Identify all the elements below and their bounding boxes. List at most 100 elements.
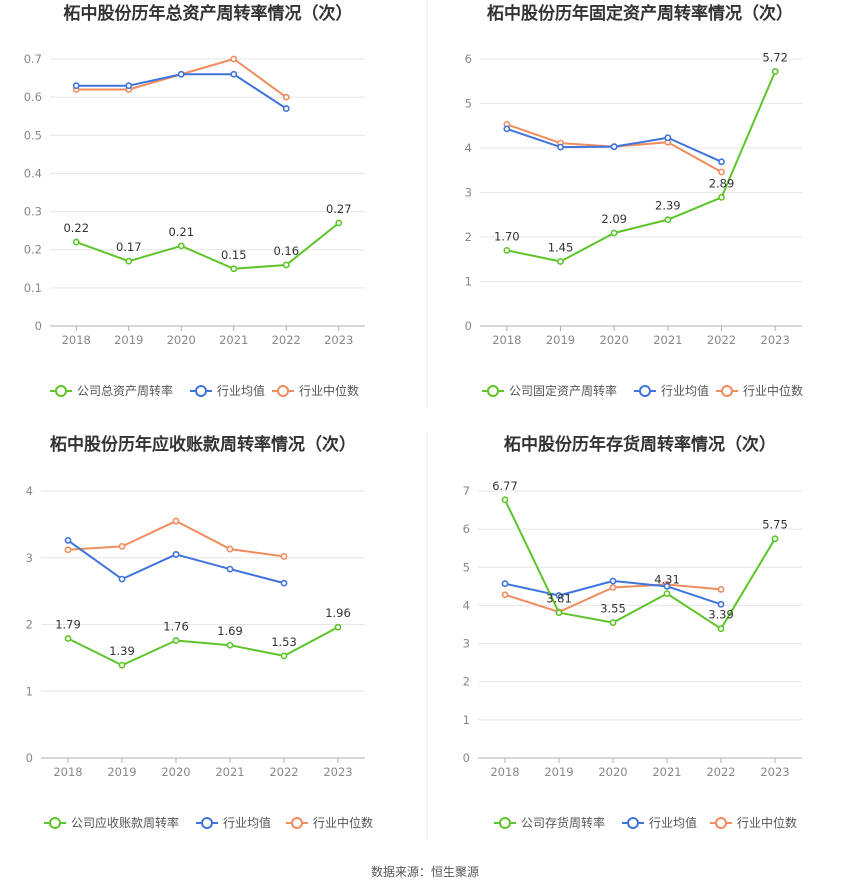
legend-swatch-marker — [721, 385, 733, 397]
legend-swatch-marker — [715, 817, 727, 829]
data-point — [125, 82, 133, 90]
data-label: 0.17 — [116, 240, 142, 254]
data-label: 5.72 — [762, 50, 788, 64]
data-point — [664, 216, 672, 224]
data-label: 5.75 — [762, 518, 788, 532]
x-tick-label: 2019 — [107, 765, 136, 779]
data-point — [771, 535, 779, 543]
y-tick-label: 5 — [465, 97, 472, 111]
legend-swatch-marker — [277, 385, 289, 397]
data-point — [280, 553, 288, 560]
data-point — [282, 261, 290, 269]
data-point — [501, 496, 509, 504]
data-point — [557, 143, 564, 151]
y-tick-label: 6 — [465, 52, 472, 66]
data-point — [501, 580, 509, 588]
data-label: 1.69 — [217, 624, 243, 638]
chart-panel-1: 柘中股份历年总资产周转率情况（次） 0 0.1 0.2 0.3 0.4 0.5 0.6 0.7 2… — [24, 3, 365, 398]
legend-label: 行业中位数 — [737, 815, 797, 830]
data-label: 0.15 — [221, 248, 247, 262]
chart-panel-2: 柘中股份历年固定资产周转率情况（次） 0 1 2 3 4 5 6 2018 2019 2020 202… — [465, 3, 803, 398]
legend-swatch-marker — [639, 385, 651, 397]
y-tick-label: 4 — [463, 598, 470, 612]
x-tick-label: 2019 — [546, 333, 575, 347]
data-point — [230, 55, 238, 63]
legend-item: 公司总资产周转率 — [50, 383, 173, 398]
data-label: 0.21 — [168, 225, 194, 239]
y-tick-label: 0 — [465, 319, 472, 333]
chart-title: 柘中股份历年存货周转率情况（次） — [504, 434, 776, 455]
data-label: 0.27 — [326, 202, 352, 216]
data-label: 1.79 — [55, 618, 81, 632]
x-tick-label: 2021 — [653, 333, 682, 347]
data-label: 2.89 — [709, 176, 735, 190]
x-tick-label: 2020 — [167, 333, 196, 347]
data-point — [609, 619, 617, 626]
legend-label: 行业中位数 — [743, 383, 803, 398]
x-tick-label: 2019 — [114, 333, 143, 347]
chart-title: 柘中股份历年应收账款周转率情况（次） — [50, 434, 356, 455]
y-tick-label: 0.7 — [24, 52, 42, 66]
series-line — [76, 73, 287, 110]
series-line — [506, 71, 777, 263]
data-point — [717, 600, 725, 608]
data-point — [230, 70, 238, 78]
y-tick-label: 2 — [463, 675, 470, 689]
data-point — [118, 543, 126, 550]
chart-panel-4: 柘中股份历年存货周转率情况（次） 0 1 2 3 4 5 6 7 2018 2019 2020 2021… — [463, 434, 802, 830]
data-point — [609, 584, 617, 591]
data-point — [610, 143, 618, 151]
data-label: 3.81 — [546, 592, 572, 606]
data-source: 数据来源：恒生聚源 — [371, 864, 479, 879]
legend-item: 行业均值 — [634, 383, 709, 398]
data-point — [610, 229, 618, 237]
y-tick-label: 0.4 — [24, 166, 42, 180]
data-point — [64, 635, 72, 642]
y-tick-label: 0 — [26, 751, 33, 765]
y-tick-label: 4 — [465, 141, 472, 155]
data-point — [64, 536, 72, 544]
x-tick-label: 2022 — [272, 333, 301, 347]
data-label: 2.39 — [655, 199, 681, 213]
x-tick-label: 2018 — [492, 333, 521, 347]
data-point — [177, 70, 185, 78]
data-point — [503, 125, 511, 133]
data-label: 1.53 — [271, 635, 297, 649]
data-label: 1.45 — [548, 240, 574, 254]
chart-title: 柘中股份历年总资产周转率情况（次） — [64, 3, 353, 24]
data-point — [177, 242, 185, 250]
series-line — [75, 222, 340, 270]
legend-label: 行业中位数 — [299, 383, 359, 398]
legend-item: 行业中位数 — [716, 383, 803, 398]
data-label: 3.39 — [708, 608, 734, 622]
data-point — [125, 257, 133, 265]
x-tick-label: 2022 — [706, 765, 735, 779]
data-point — [609, 577, 617, 585]
legend-item: 行业均值 — [622, 815, 697, 830]
legend-label: 行业中位数 — [313, 815, 373, 830]
legend-item: 行业均值 — [190, 383, 265, 398]
x-tick-label: 2018 — [490, 765, 519, 779]
legend-swatch-marker — [291, 817, 303, 829]
legend-label: 行业均值 — [649, 815, 697, 830]
data-point — [172, 637, 180, 644]
y-tick-label: 3 — [463, 637, 470, 651]
data-point — [335, 219, 343, 227]
data-label: 0.16 — [273, 244, 299, 258]
y-tick-label: 0.1 — [24, 281, 42, 295]
y-tick-label: 0.3 — [24, 205, 42, 219]
series-line — [504, 499, 776, 630]
data-point — [718, 168, 725, 176]
legend-item: 公司应收账款周转率 — [44, 815, 179, 830]
x-tick-label: 2018 — [62, 333, 91, 347]
data-point — [503, 246, 511, 254]
data-point — [334, 623, 342, 631]
y-tick-label: 1 — [26, 684, 33, 698]
data-point — [72, 82, 80, 90]
legend-label: 公司总资产周转率 — [77, 383, 173, 398]
data-point — [226, 641, 234, 649]
y-tick-label: 2 — [26, 618, 33, 632]
legend-label: 公司应收账款周转率 — [71, 815, 179, 830]
y-tick-label: 0.6 — [24, 90, 42, 104]
